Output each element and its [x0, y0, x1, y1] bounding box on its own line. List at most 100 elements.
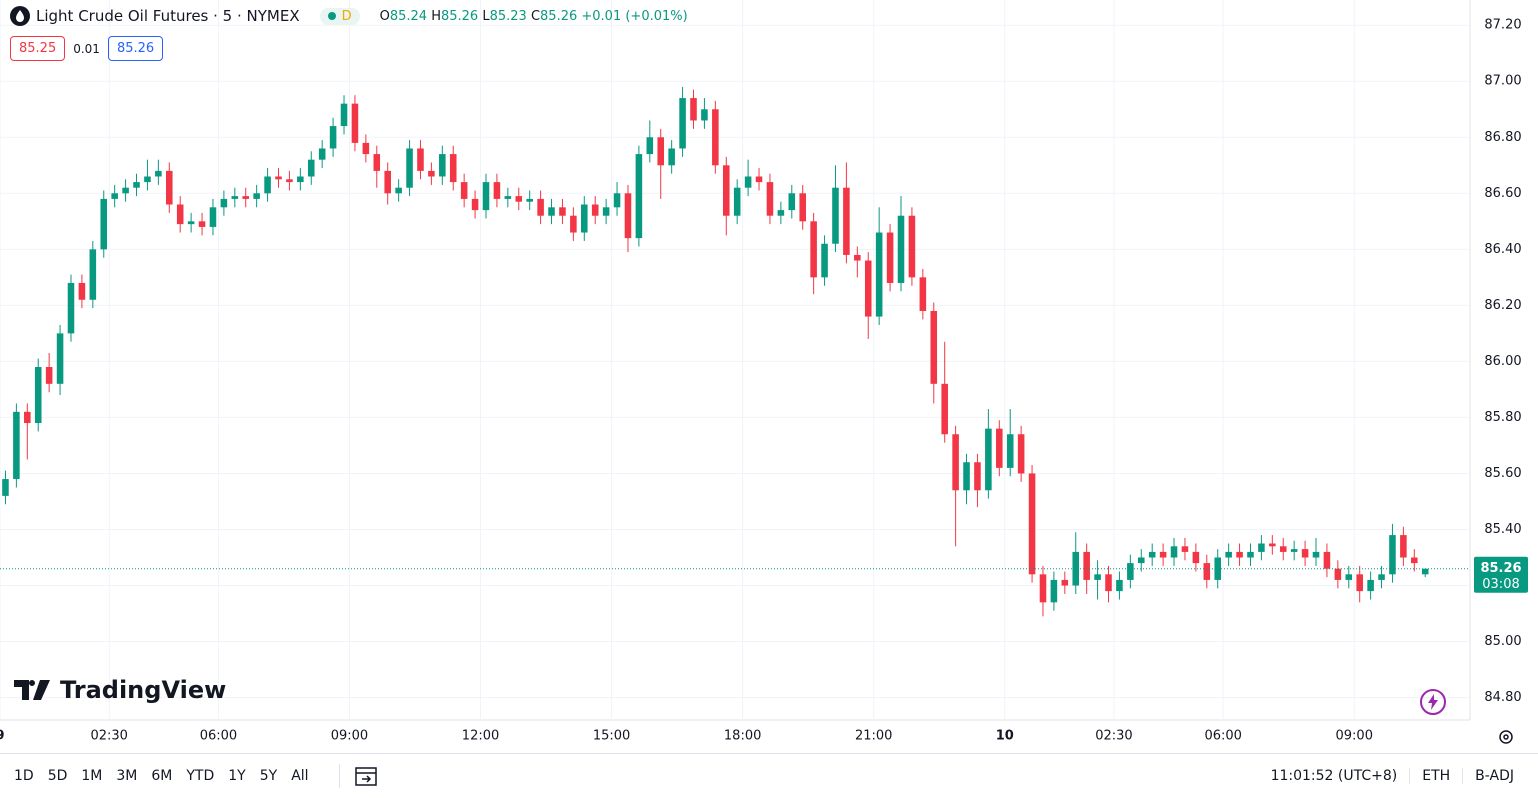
candle-body — [996, 428, 1003, 468]
candle-body — [2, 479, 9, 496]
candle-body — [209, 207, 217, 227]
candle-body — [613, 193, 621, 208]
x-tick-label: 06:00 — [1204, 729, 1241, 744]
candle-body — [515, 196, 523, 202]
x-tick-label: 12:00 — [462, 729, 499, 744]
candle-body — [166, 170, 173, 205]
spread: 0.01 — [73, 41, 100, 56]
candle-body — [449, 154, 457, 183]
x-tick-label: 09:00 — [331, 729, 368, 744]
candle-body — [384, 170, 391, 194]
candle-body — [1203, 563, 1211, 580]
candle-body — [799, 193, 806, 222]
alert-icon[interactable] — [1419, 688, 1447, 716]
candle-body — [340, 103, 348, 127]
candle-body — [1290, 549, 1298, 552]
candle-body — [821, 243, 828, 278]
range-button[interactable]: 1M — [81, 768, 103, 784]
close: 85.26 — [540, 8, 578, 24]
candle-body — [1017, 434, 1025, 474]
candle-body — [1127, 563, 1134, 580]
candle-body — [1116, 579, 1123, 592]
x-tick-label: 9 — [0, 729, 5, 744]
range-button[interactable]: 6M — [151, 768, 173, 784]
range-button[interactable]: 1Y — [228, 768, 246, 784]
y-tick-label: 87.20 — [1484, 18, 1521, 33]
candle-body — [788, 193, 796, 211]
date-range-icon[interactable] — [338, 764, 380, 788]
candle-body — [755, 176, 763, 183]
l-key: L — [482, 8, 490, 24]
candle-body — [471, 198, 479, 211]
countdown: 03:08 — [1482, 577, 1519, 592]
candle-body — [897, 215, 905, 283]
candle-body — [78, 282, 86, 300]
y-tick-label: 85.00 — [1484, 634, 1521, 649]
candle-body — [777, 210, 785, 216]
candle-body — [886, 232, 894, 283]
range-button[interactable]: 3M — [116, 768, 138, 784]
candle-body — [537, 198, 544, 216]
candle-body — [570, 215, 577, 233]
title[interactable]: Light Crude Oil Futures · 5 · NYMEX — [36, 7, 300, 25]
candle-body — [1258, 543, 1265, 552]
candle-body — [1301, 549, 1309, 558]
x-tick-label: 21:00 — [855, 729, 892, 744]
open: 85.24 — [389, 8, 428, 24]
range-button[interactable]: All — [291, 768, 309, 784]
logo-mark — [14, 680, 50, 700]
clock[interactable]: 11:01:52 (UTC+8) — [1270, 768, 1398, 784]
candle-body — [264, 176, 271, 194]
candle-body — [155, 170, 162, 177]
candle-body — [417, 148, 424, 171]
candle-body — [144, 176, 151, 183]
candle-body — [1061, 579, 1069, 586]
candle-body — [646, 137, 654, 155]
candle-body — [460, 182, 468, 199]
ohlc-legend: O85.24 H85.26 L85.23 C85.26 +0.01 (+0.01… — [380, 9, 688, 24]
candle-body — [1028, 473, 1036, 575]
logo[interactable]: TradingView — [14, 676, 226, 704]
candle-body — [722, 165, 730, 216]
candle-body — [1345, 574, 1353, 580]
ask[interactable]: 85.26 — [107, 36, 164, 61]
settings-icon[interactable] — [1496, 727, 1516, 747]
candle-body — [591, 204, 599, 216]
header: Light Crude Oil Futures · 5 · NYMEX D O8… — [10, 4, 688, 28]
x-tick-label: 15:00 — [593, 729, 630, 744]
candle-body — [985, 428, 992, 491]
y-tick-label: 86.80 — [1484, 130, 1521, 145]
candle-body — [67, 282, 75, 334]
candle-body — [930, 310, 938, 384]
range-button[interactable]: YTD — [186, 768, 215, 784]
range-button[interactable]: 5Y — [259, 768, 278, 784]
range-button[interactable]: 1D — [14, 768, 34, 784]
candle-body — [34, 367, 42, 424]
candle-body — [766, 182, 774, 216]
candle-body — [1411, 557, 1418, 564]
candle-body — [679, 98, 686, 149]
candle-body — [810, 221, 817, 278]
candle-body — [1323, 551, 1331, 569]
adjust[interactable]: B-ADJ — [1462, 768, 1526, 784]
market-status[interactable]: D — [319, 7, 360, 25]
candle-body — [581, 204, 588, 233]
candle-body — [439, 154, 446, 177]
candle-body — [275, 176, 282, 180]
candle-body — [187, 221, 195, 225]
candle-body — [1225, 551, 1232, 558]
candle-body — [1378, 574, 1385, 580]
range-button[interactable]: 5D — [47, 768, 68, 784]
bid[interactable]: 85.25 — [10, 36, 66, 61]
candle-body — [1039, 574, 1047, 603]
candle-body — [657, 137, 665, 166]
candle-body — [1236, 551, 1243, 558]
candle-body — [864, 260, 872, 317]
candle-body — [1247, 551, 1254, 558]
candle-body — [1094, 574, 1101, 580]
y-tick-label: 87.00 — [1484, 74, 1521, 89]
candle-body — [406, 148, 413, 188]
candle-body — [832, 187, 839, 244]
session[interactable]: ETH — [1409, 768, 1462, 784]
candle-body — [242, 196, 250, 199]
